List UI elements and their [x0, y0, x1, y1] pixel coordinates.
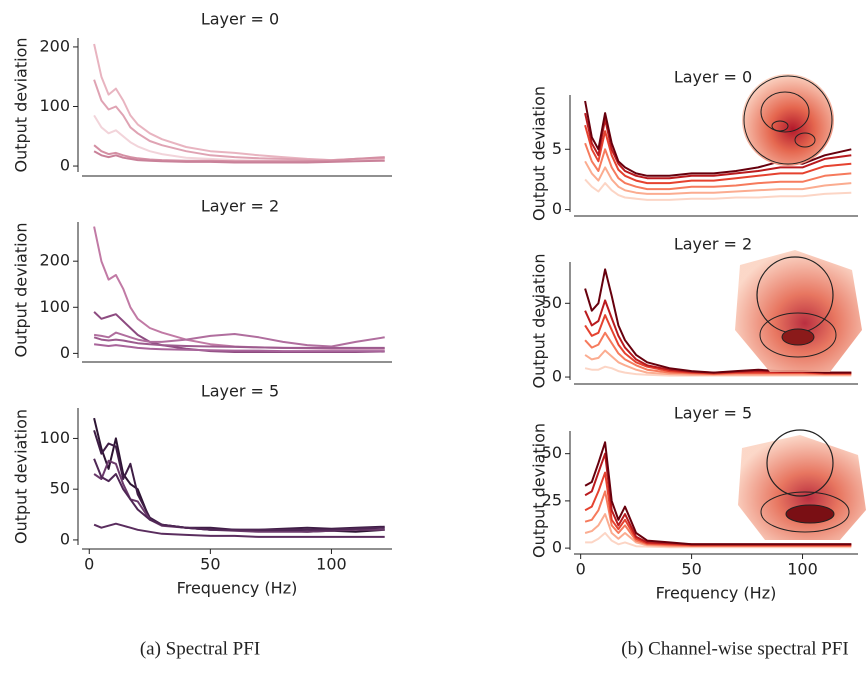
y-tick-label: 0: [60, 529, 70, 548]
x-tick-label: 100: [316, 555, 347, 574]
series-line: [93, 79, 385, 162]
series-line: [93, 144, 385, 163]
y-axis-label: Output deviation: [530, 253, 549, 388]
x-tick-label: 50: [681, 560, 701, 579]
y-axis-label: Output deviation: [530, 423, 549, 558]
panel-title: Layer = 0: [674, 68, 752, 87]
panel-title: Layer = 0: [201, 10, 279, 29]
series-line: [93, 522, 385, 538]
y-tick-label: 100: [39, 428, 70, 447]
series-line: [93, 336, 385, 349]
series-line: [93, 114, 385, 163]
y-tick-label: 0: [552, 367, 562, 386]
y-axis-label: Output deviation: [12, 37, 31, 172]
topomap: [738, 429, 866, 540]
y-axis-label: Output deviation: [12, 222, 31, 357]
series-line: [93, 417, 385, 533]
panel-title: Layer = 5: [674, 404, 752, 423]
series-line: [584, 178, 852, 201]
topomaps: [735, 74, 866, 540]
y-tick-label: 50: [542, 293, 562, 312]
y-tick-label: 50: [542, 443, 562, 462]
y-axis-label: Output deviation: [530, 86, 549, 221]
series-line: [93, 331, 385, 348]
series-line: [584, 160, 852, 195]
series-line: [93, 226, 385, 350]
x-axis-label: Frequency (Hz): [177, 579, 298, 598]
y-tick-label: 200: [39, 251, 70, 270]
y-tick-label: 25: [542, 490, 562, 509]
series-line: [584, 142, 852, 191]
panel: Layer = 0 Output deviation 0 100 200: [12, 10, 392, 177]
series-line: [93, 458, 385, 531]
y-tick-label: 50: [50, 479, 70, 498]
caption: (a) Spectral PFI: [140, 638, 260, 659]
panel: Layer = 2 Output deviation 0 100 200: [12, 197, 392, 363]
series-line: [584, 441, 852, 546]
panel-title: Layer = 5: [201, 382, 279, 401]
x-tick-label: 50: [200, 555, 220, 574]
panel-title: Layer = 2: [674, 235, 752, 254]
caption: (b) Channel-wise spectral PFI: [621, 638, 848, 659]
x-tick-label: 100: [787, 560, 818, 579]
x-tick-label: 0: [84, 555, 94, 574]
series-line: [93, 43, 385, 162]
y-tick-label: 100: [39, 96, 70, 115]
y-axis-label: Output deviation: [12, 409, 31, 544]
series-line: [93, 343, 385, 353]
series-line: [93, 150, 385, 164]
series-line: [93, 430, 385, 531]
x-tick-label: 0: [576, 560, 586, 579]
y-tick-label: 5: [552, 139, 562, 158]
topomap: [735, 250, 862, 372]
topomap: [742, 74, 834, 166]
panel: Layer = 5 Output deviation 0 50 100 0 50 100 Fre…: [12, 382, 392, 598]
x-axis-label: Frequency (Hz): [656, 584, 777, 603]
series-line: [584, 349, 852, 376]
y-tick-label: 100: [39, 297, 70, 316]
y-tick-label: 200: [39, 36, 70, 55]
series-line: [584, 112, 852, 180]
y-tick-label: 0: [60, 343, 70, 362]
panel-title: Layer = 2: [201, 197, 279, 216]
y-tick-label: 0: [60, 156, 70, 175]
y-tick-label: 0: [552, 199, 562, 218]
y-tick-label: 0: [552, 538, 562, 557]
series-line: [584, 124, 852, 185]
